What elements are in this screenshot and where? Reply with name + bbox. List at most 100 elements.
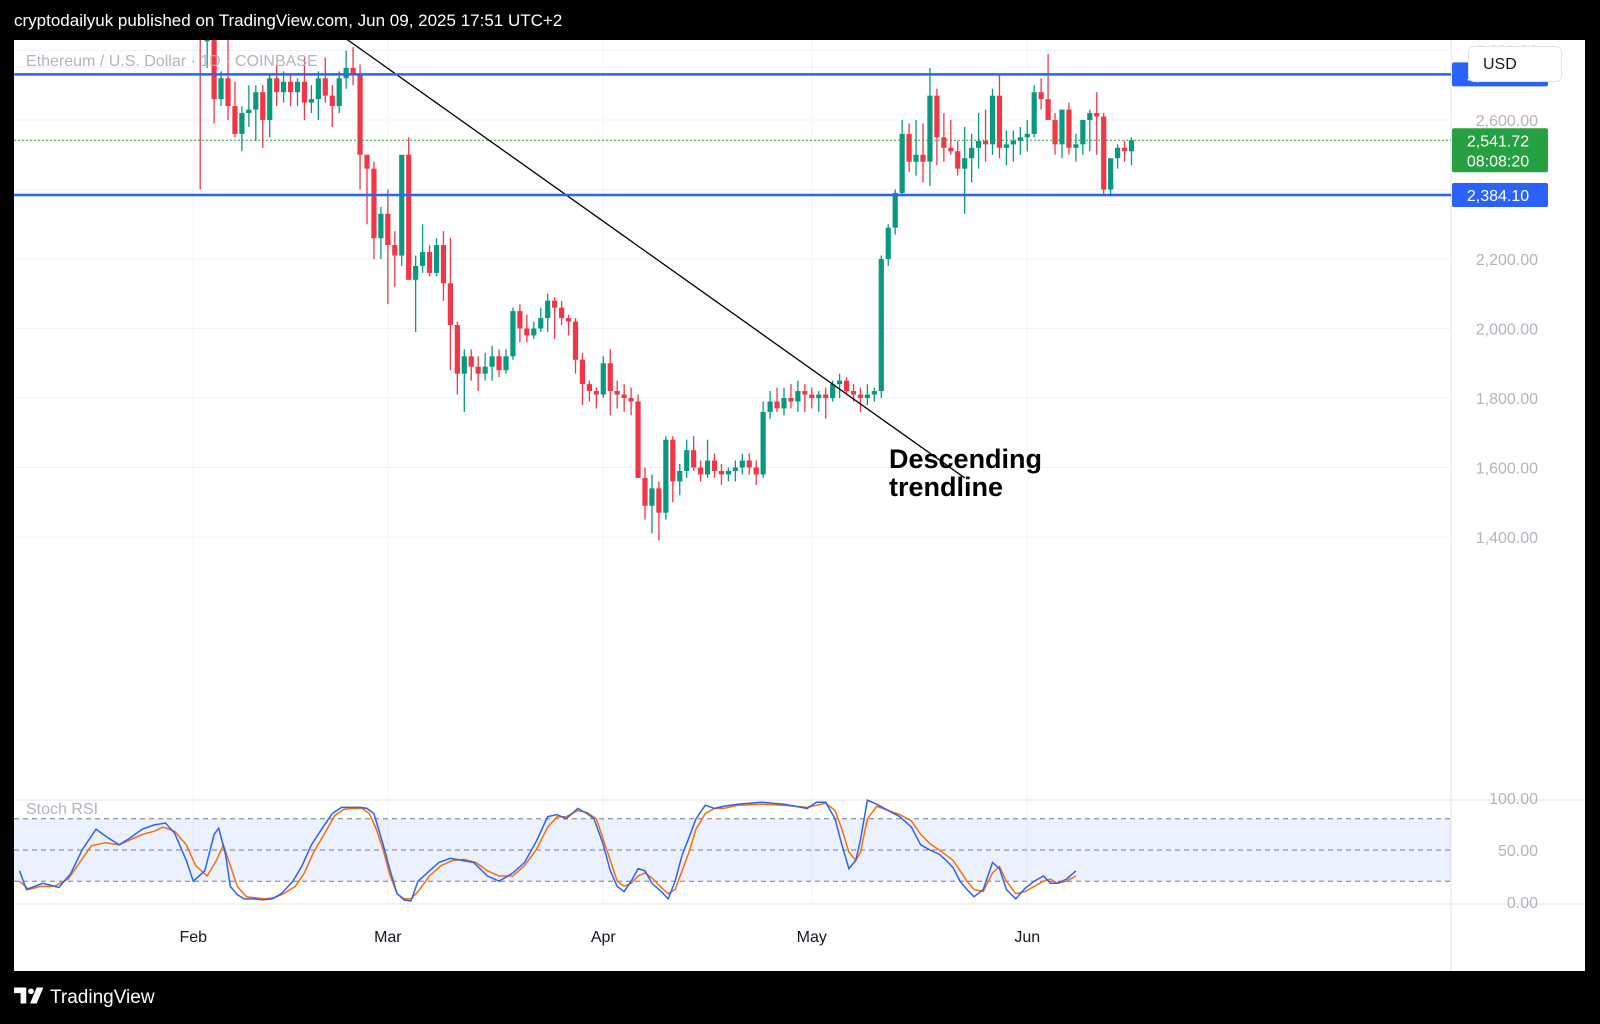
candle-body (774, 401, 780, 409)
candles-group (197, 40, 1135, 541)
candle-body (378, 213, 384, 239)
candle-body (704, 460, 711, 475)
price-chart[interactable]: 3,200.003,000.002,800.002,600.002,400.00… (14, 40, 1585, 971)
candle-body (218, 78, 224, 100)
candle-body (267, 78, 273, 120)
candle-body (899, 133, 905, 193)
candle-body (823, 394, 829, 398)
candle-body (246, 109, 252, 114)
candle-body (1059, 109, 1065, 145)
candle-body (385, 213, 391, 246)
candle-body (225, 78, 231, 107)
time-tick-label: Jun (1014, 929, 1040, 946)
candle-body (795, 391, 801, 402)
candle-body (572, 321, 579, 360)
candle-body (503, 356, 509, 371)
candle-body (1052, 120, 1058, 145)
price-tick-label: 1,400.00 (1476, 530, 1538, 547)
candle-body (635, 401, 641, 478)
price-tick-label: 1,600.00 (1476, 461, 1538, 478)
candle-body (204, 40, 210, 42)
candle-body (287, 81, 294, 93)
candle-body (809, 394, 815, 398)
price-tick-label: 1,800.00 (1476, 391, 1538, 408)
candle-body (816, 394, 822, 398)
candle-body (343, 67, 349, 79)
stoch-tick-label: 0.00 (1507, 895, 1538, 912)
candle-body (1010, 140, 1016, 145)
candle-body (281, 81, 287, 93)
candle-body (593, 391, 599, 395)
candle-body (399, 154, 405, 256)
candle-body (864, 394, 870, 398)
stoch-tick-label: 100.00 (1489, 791, 1538, 808)
candle-body (1121, 147, 1128, 152)
candle-body (545, 300, 551, 319)
candle-body (989, 95, 996, 145)
candle-body (392, 245, 398, 256)
tradingview-logo-icon[interactable] (14, 985, 48, 1007)
candle-body (976, 140, 982, 148)
candle-body (878, 259, 884, 392)
candle-body (565, 318, 572, 322)
candle-body (656, 488, 662, 513)
current-price-tag (1452, 128, 1548, 173)
price-tick-label: 2,600.00 (1476, 113, 1538, 130)
candle-body (579, 359, 586, 385)
time-tick-label: Feb (179, 929, 207, 946)
candle-body (406, 154, 412, 280)
candle-body (830, 384, 836, 398)
candle-body (586, 384, 592, 392)
candle-body (524, 328, 530, 336)
candle-body (955, 151, 961, 169)
candle-body (767, 401, 773, 412)
candle-body (941, 137, 947, 148)
publish-bar: cryptodailyuk published on TradingView.c… (0, 0, 1600, 40)
candle-body (982, 140, 989, 145)
currency-button[interactable]: USD (1468, 46, 1562, 82)
trendline-annotation: Descending trendline (889, 444, 1043, 502)
candle-body (1003, 144, 1009, 148)
candle-body (468, 356, 474, 367)
candle-body (475, 366, 481, 374)
candle-body (371, 168, 377, 239)
candle-body (607, 363, 613, 392)
candle-body (538, 318, 544, 329)
price-tick-label: 2,200.00 (1476, 252, 1538, 269)
candle-body (885, 227, 891, 259)
candle-body (698, 467, 704, 475)
chart-area[interactable]: 3,200.003,000.002,800.002,600.002,400.00… (14, 40, 1585, 971)
candle-body (274, 78, 280, 93)
candle-body (739, 460, 745, 468)
candle-body (1101, 116, 1107, 190)
candle-body (837, 380, 843, 385)
candle-body (920, 154, 926, 162)
footer-bar: TradingView (0, 971, 1600, 1024)
candle-body (962, 158, 968, 169)
stoch-rsi-label: Stoch RSI (26, 801, 99, 818)
level-price-label: 2,384.10 (1467, 188, 1529, 205)
candle-body (364, 154, 370, 169)
candle-body (510, 311, 516, 357)
candle-body (1094, 113, 1100, 117)
countdown-label: 08:08:20 (1467, 153, 1529, 170)
candle-body (711, 460, 718, 471)
stoch-k-line (18, 799, 1077, 902)
stoch-band-fill (14, 818, 1451, 882)
candle-body (211, 40, 217, 100)
candle-body (969, 147, 975, 159)
candle-body (843, 380, 850, 392)
candle-body (454, 325, 460, 374)
candle-body (892, 192, 898, 228)
candle-body (447, 283, 453, 326)
candle-body (996, 95, 1003, 148)
candle-body (642, 477, 648, 506)
candle-body (1073, 144, 1079, 148)
candle-body (1017, 137, 1023, 141)
candle-body (1066, 109, 1072, 148)
time-tick-label: Mar (374, 929, 402, 946)
candle-body (482, 366, 488, 374)
candle-body (691, 450, 697, 468)
candle-body (308, 99, 314, 103)
candle-body (253, 92, 259, 110)
